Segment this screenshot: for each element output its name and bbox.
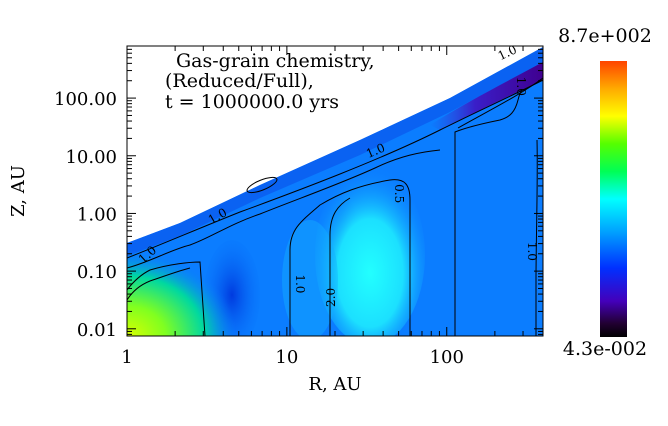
contour-line <box>329 197 351 336</box>
heatmap-field <box>127 47 543 336</box>
y-axis: 0.01 0.10 1.00 10.00 100.00 <box>54 45 543 341</box>
contour-label: 1.0 <box>364 141 387 161</box>
colorbar-min-label: 4.3e-002 <box>563 338 647 360</box>
cyan-region <box>315 165 425 336</box>
x-axis: 1 10 100 <box>121 46 544 368</box>
contour-line <box>127 79 543 259</box>
contour-lines <box>127 77 543 336</box>
y-tick-label: 0.10 <box>77 262 117 283</box>
contour-label: 1.0 <box>293 274 307 293</box>
contour-label: 2.0 <box>324 288 338 307</box>
contour-label: 1.0 <box>525 242 539 261</box>
y-tick-label: 1.00 <box>77 204 117 225</box>
y-axis-label: Z, AU <box>8 165 29 217</box>
colorbar <box>600 61 627 337</box>
contour-line <box>246 176 278 194</box>
chart-title-line-3: t = 1000000.0 yrs <box>165 91 339 113</box>
cyan-region-2 <box>282 220 338 336</box>
contour-line <box>289 179 411 336</box>
contour-line <box>457 77 543 129</box>
contour-line <box>454 89 527 336</box>
x-tick-label: 100 <box>430 347 464 368</box>
chart-title-line-2: (Reduced/Full), <box>165 70 314 92</box>
x-tick-label: 1 <box>121 347 132 368</box>
y-tick-label: 100.00 <box>54 89 117 110</box>
colorbar-max-label: 8.7e+002 <box>558 25 652 47</box>
y-tick-label: 0.01 <box>77 320 117 341</box>
disk-surface-band <box>430 62 543 130</box>
y-tick-label: 10.00 <box>65 147 117 168</box>
chart-title-line-1: Gas-grain chemistry, <box>176 50 375 72</box>
hot-spot <box>127 250 237 336</box>
x-axis-label: R, AU <box>308 374 361 395</box>
contour-label: 0.5 <box>392 184 406 203</box>
contour-line <box>127 149 441 269</box>
contour-label: 1.0 <box>496 42 519 63</box>
disk-surface-layer <box>127 47 543 256</box>
contour-line <box>127 261 206 336</box>
contour-label: 1.0 <box>514 77 528 96</box>
x-tick-label: 10 <box>275 347 298 368</box>
contour-line <box>127 267 191 301</box>
